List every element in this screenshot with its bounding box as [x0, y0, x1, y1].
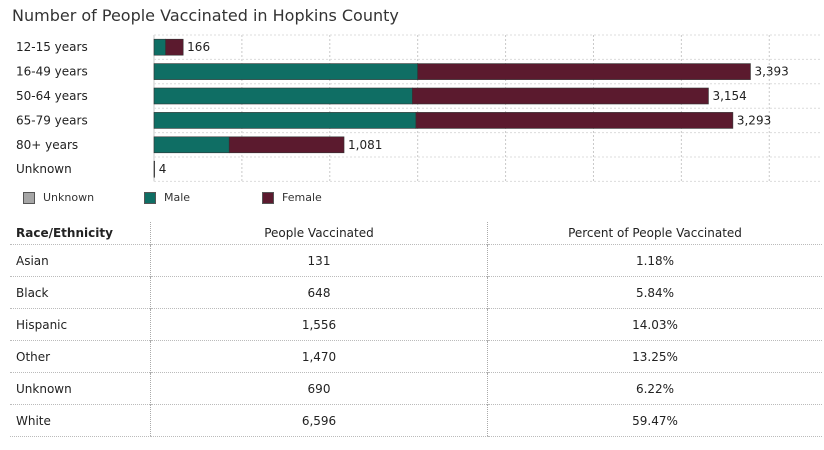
- data-label: 3,393: [754, 65, 788, 79]
- bar-segment-female: [417, 63, 751, 80]
- legend-label-female: Female: [282, 191, 322, 204]
- legend-item-female[interactable]: Female: [262, 191, 322, 204]
- data-label: 4: [159, 162, 167, 176]
- table-header-row: Race/Ethnicity People Vaccinated Percent…: [10, 222, 822, 245]
- percent-cell: 5.84%: [487, 276, 822, 309]
- people-vaccinated-cell: 1,470: [150, 340, 488, 373]
- race-cell: Unknown: [10, 372, 151, 405]
- percent-cell: 13.25%: [487, 340, 822, 373]
- bar-segment-male: [153, 38, 166, 56]
- header-race: Race/Ethnicity: [16, 226, 113, 240]
- category-label: 12-15 years: [16, 40, 88, 54]
- category-label: Unknown: [16, 162, 72, 176]
- race-cell: Hispanic: [10, 308, 151, 341]
- table-row: White 6,596 59.47%: [10, 404, 822, 437]
- table-row: Hispanic 1,556 14.03%: [10, 308, 822, 341]
- bar-segment-male: [153, 136, 230, 154]
- people-vaccinated-cell: 1,556: [150, 308, 488, 341]
- bar-segment-male: [153, 87, 413, 105]
- bar-segment-unknown: [153, 160, 156, 178]
- race-cell: Other: [10, 340, 151, 373]
- race-cell: White: [10, 404, 151, 437]
- legend-label-unknown: Unknown: [43, 191, 95, 204]
- header-people-vaccinated: People Vaccinated: [150, 222, 488, 245]
- bar-segment-male: [153, 63, 418, 80]
- category-label: 80+ years: [16, 138, 78, 152]
- category-label: 16-49 years: [16, 65, 88, 79]
- bar-segment-female: [228, 136, 345, 154]
- chart-legend: Unknown Male Female: [0, 191, 824, 209]
- people-vaccinated-cell: 6,596: [150, 404, 488, 437]
- race-cell: Black: [10, 276, 151, 309]
- race-cell: Asian: [10, 244, 151, 277]
- legend-label-male: Male: [164, 191, 191, 204]
- people-vaccinated-cell: 648: [150, 276, 488, 309]
- data-label: 3,154: [712, 89, 746, 103]
- table-row: Asian 131 1.18%: [10, 244, 822, 277]
- percent-cell: 1.18%: [487, 244, 822, 277]
- percent-cell: 6.22%: [487, 372, 822, 405]
- header-percent-vaccinated: Percent of People Vaccinated: [487, 222, 822, 245]
- bar-segment-female: [412, 87, 709, 105]
- legend-item-unknown[interactable]: Unknown: [23, 191, 94, 204]
- table-row: Unknown 690 6.22%: [10, 372, 822, 405]
- category-label: 50-64 years: [16, 89, 88, 103]
- people-vaccinated-cell: 131: [150, 244, 488, 277]
- category-label: 65-79 years: [16, 113, 88, 127]
- chart-title: Number of People Vaccinated in Hopkins C…: [12, 6, 399, 25]
- bar-segment-male: [153, 112, 417, 129]
- legend-swatch-male: [144, 191, 156, 204]
- table-row: Other 1,470 13.25%: [10, 340, 822, 373]
- legend-swatch-female: [262, 191, 274, 204]
- percent-cell: 59.47%: [487, 404, 822, 437]
- percent-cell: 14.03%: [487, 308, 822, 341]
- age-bar-chart: 12-15 years 166 16-49 years 3,393 50-64 year…: [16, 34, 822, 182]
- race-ethnicity-table: Race/Ethnicity People Vaccinated Percent…: [10, 222, 822, 437]
- data-label: 166: [187, 40, 210, 54]
- data-label: 1,081: [348, 138, 382, 152]
- legend-swatch-unknown: [23, 191, 35, 204]
- data-label: 3,293: [737, 113, 771, 127]
- bar-segment-female: [415, 112, 734, 129]
- bar-segment-female: [165, 38, 184, 56]
- legend-item-male[interactable]: Male: [144, 191, 190, 204]
- people-vaccinated-cell: 690: [150, 372, 488, 405]
- table-row: Black 648 5.84%: [10, 276, 822, 309]
